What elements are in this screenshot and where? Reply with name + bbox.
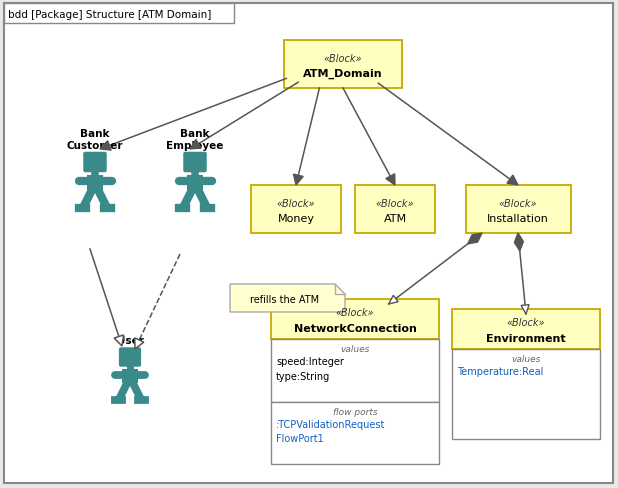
FancyBboxPatch shape: [271, 299, 439, 339]
FancyBboxPatch shape: [83, 152, 107, 173]
Polygon shape: [468, 234, 482, 244]
Bar: [4, 4, 234, 24]
Polygon shape: [114, 335, 124, 346]
FancyBboxPatch shape: [87, 175, 103, 190]
FancyBboxPatch shape: [271, 339, 439, 402]
FancyBboxPatch shape: [119, 347, 141, 367]
FancyBboxPatch shape: [355, 185, 435, 234]
FancyBboxPatch shape: [271, 402, 439, 464]
FancyBboxPatch shape: [465, 185, 570, 234]
Text: NetworkConnection: NetworkConnection: [294, 323, 417, 333]
FancyBboxPatch shape: [187, 175, 203, 190]
Text: values: values: [511, 355, 541, 364]
Text: speed:Integer: speed:Integer: [276, 356, 344, 366]
Text: User: User: [117, 336, 143, 346]
Text: Installation: Installation: [487, 213, 549, 223]
Polygon shape: [294, 175, 303, 185]
Polygon shape: [190, 140, 201, 150]
Text: Money: Money: [277, 213, 315, 223]
Text: Bank
Employee: Bank Employee: [166, 129, 224, 150]
Text: «Block»: «Block»: [376, 199, 414, 209]
FancyBboxPatch shape: [452, 349, 600, 439]
Text: values: values: [341, 345, 370, 354]
Polygon shape: [386, 175, 395, 185]
Polygon shape: [230, 285, 345, 312]
Polygon shape: [514, 234, 523, 251]
Polygon shape: [507, 176, 518, 185]
Text: «Block»: «Block»: [336, 307, 375, 318]
Text: bdd [Package] Structure [ATM Domain]: bdd [Package] Structure [ATM Domain]: [8, 10, 211, 20]
Polygon shape: [521, 305, 529, 314]
Text: Temperature:Real: Temperature:Real: [457, 366, 543, 376]
Text: flow ports: flow ports: [332, 407, 378, 416]
Text: Environment: Environment: [486, 333, 566, 343]
FancyBboxPatch shape: [122, 369, 138, 383]
Polygon shape: [389, 296, 398, 305]
FancyBboxPatch shape: [184, 152, 207, 173]
Text: type:String: type:String: [276, 371, 330, 381]
Polygon shape: [135, 338, 144, 349]
Text: FlowPort1: FlowPort1: [276, 434, 324, 444]
Polygon shape: [100, 142, 111, 151]
Text: «Block»: «Block»: [507, 318, 545, 327]
Text: refills the ATM: refills the ATM: [250, 294, 319, 305]
Text: «Block»: «Block»: [324, 54, 362, 64]
Text: ATM: ATM: [383, 213, 407, 223]
Text: «Block»: «Block»: [277, 199, 315, 209]
Text: ATM_Domain: ATM_Domain: [303, 68, 383, 79]
Text: Bank
Customer: Bank Customer: [67, 129, 123, 150]
FancyBboxPatch shape: [452, 309, 600, 349]
Text: «Block»: «Block»: [499, 199, 537, 209]
Text: :TCPValidationRequest: :TCPValidationRequest: [276, 419, 386, 428]
FancyBboxPatch shape: [284, 41, 402, 89]
FancyBboxPatch shape: [251, 185, 341, 234]
